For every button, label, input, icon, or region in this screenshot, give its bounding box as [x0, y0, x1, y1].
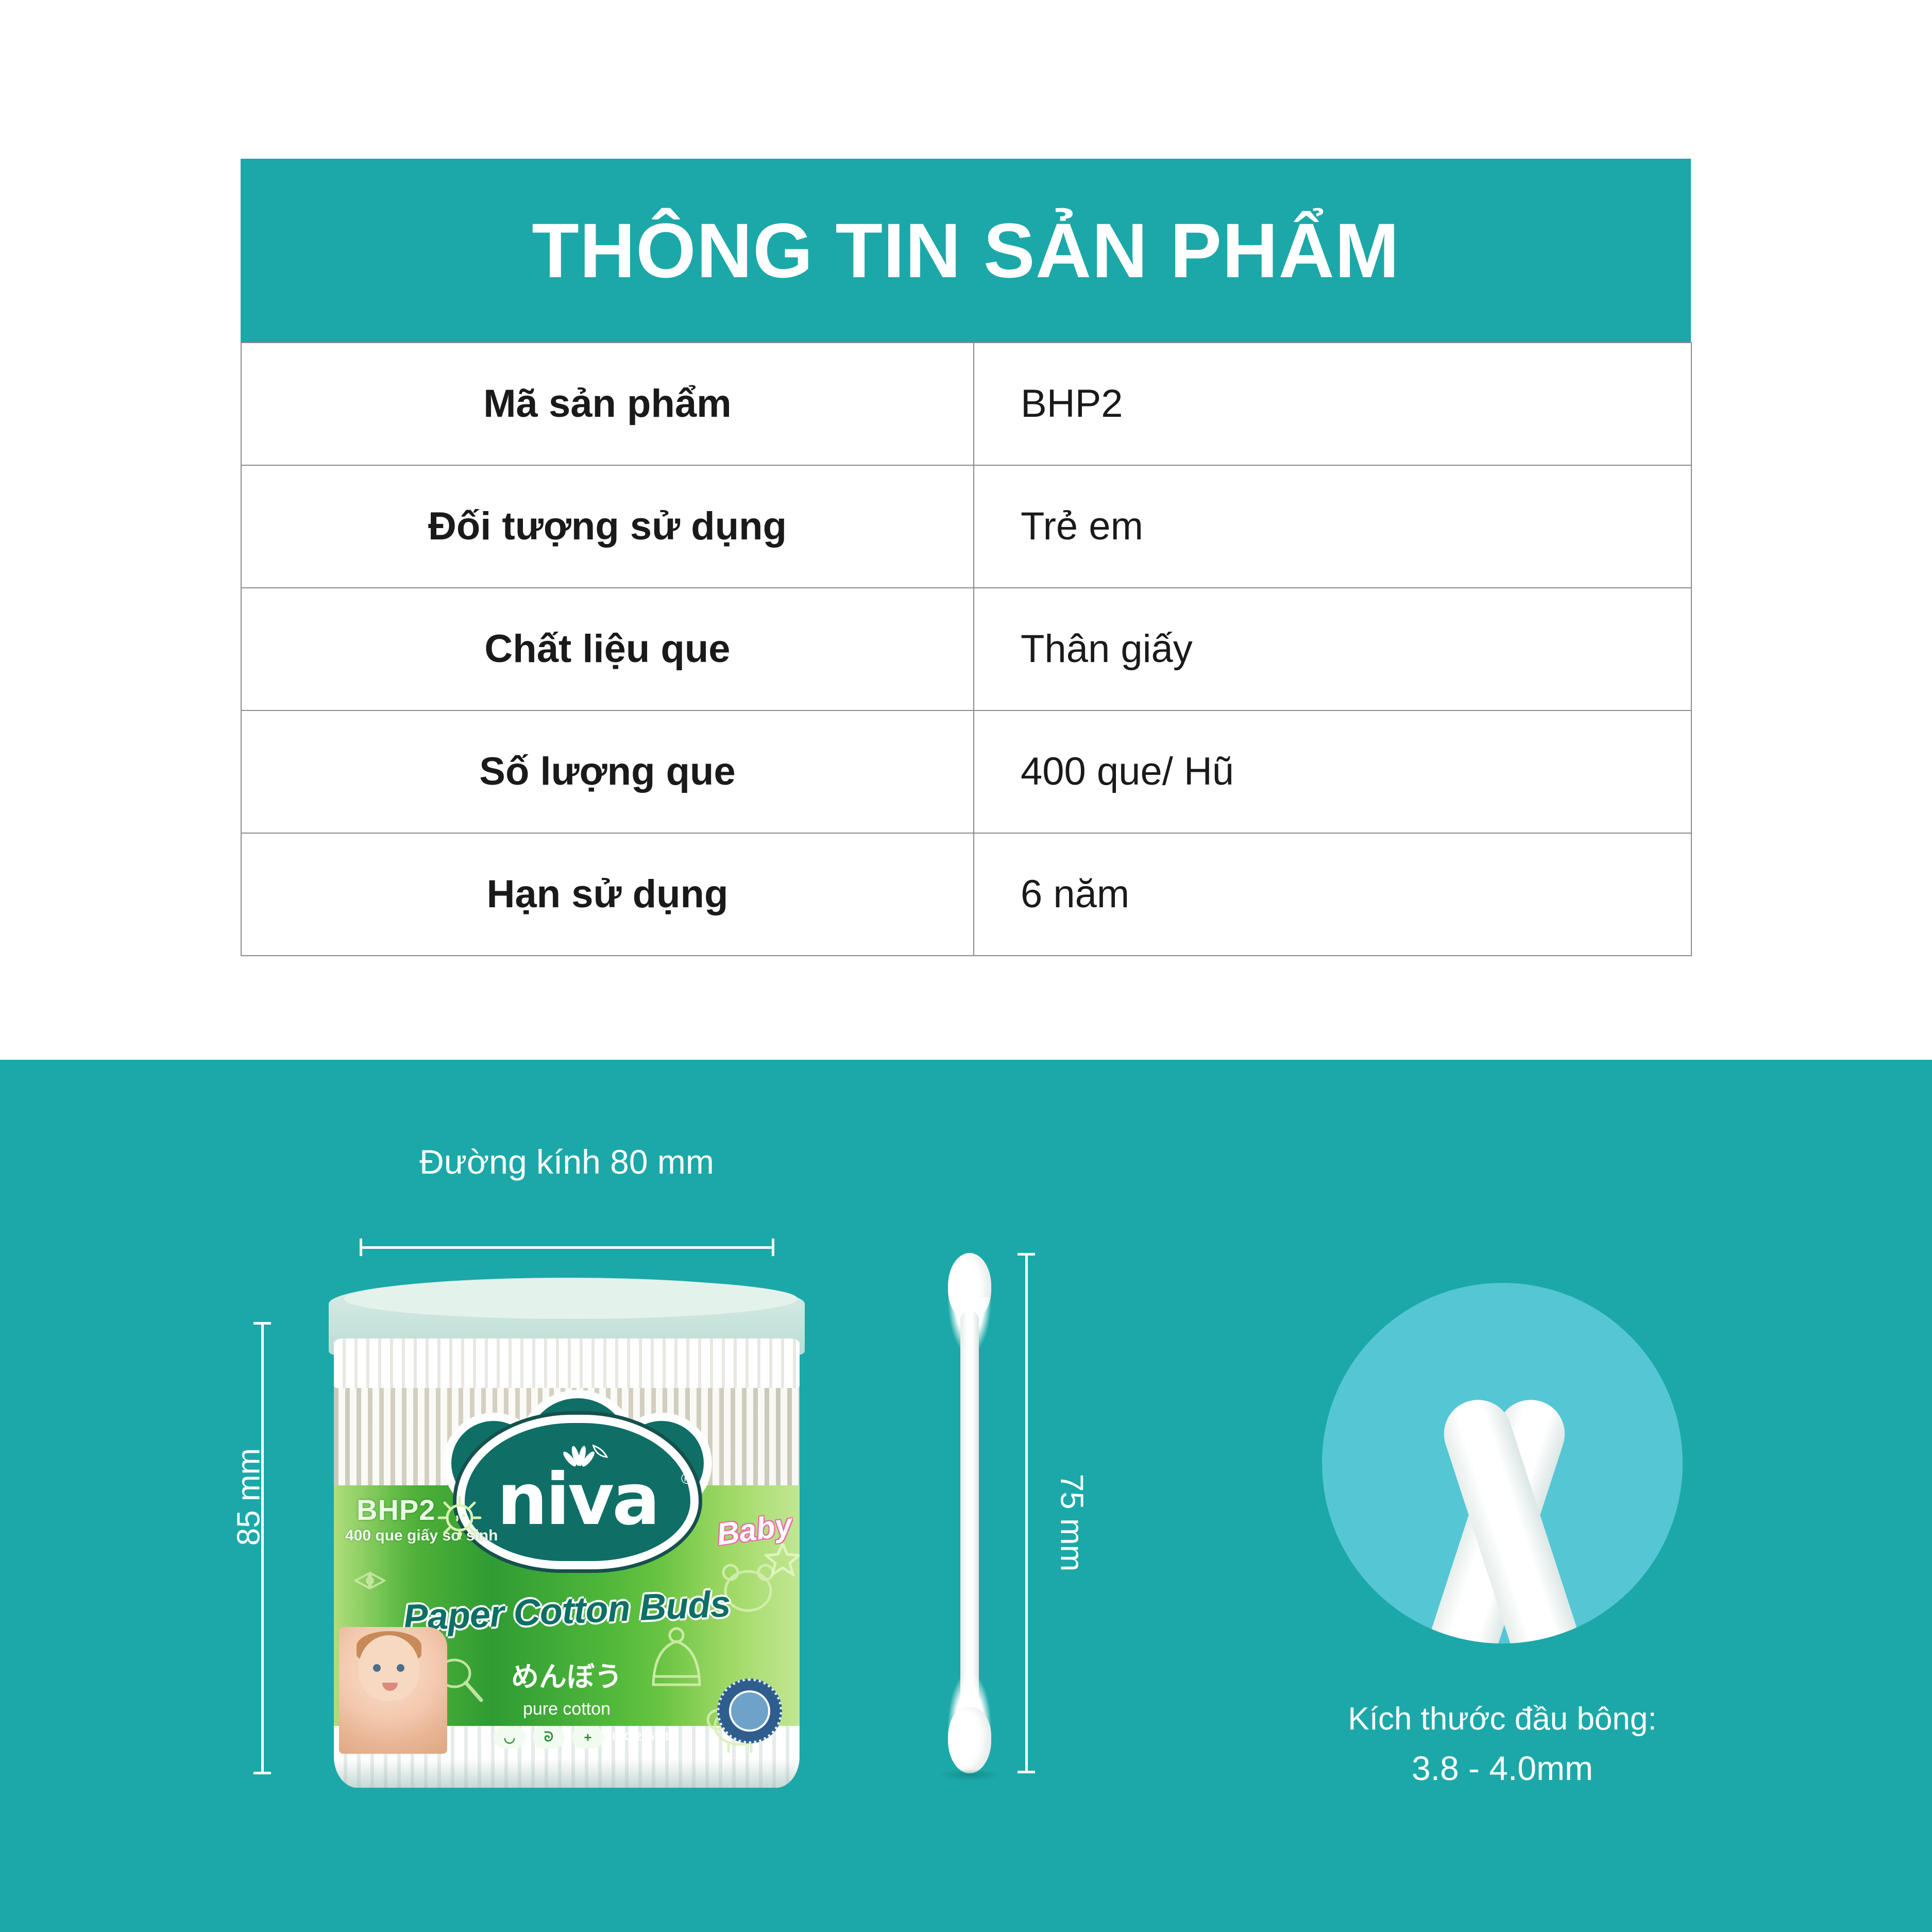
registered-trademark-icon: ® [681, 1470, 692, 1487]
spec-value-target-user: Trẻ em [973, 465, 1692, 588]
table-row: Đối tượng sử dụng Trẻ em [241, 465, 1692, 588]
leaf-sprout-icon [563, 1444, 608, 1467]
dimension-cap-right [772, 1239, 774, 1256]
cotton-bud-image [939, 1253, 1001, 1781]
jar-height-dimension-line [253, 1322, 271, 1774]
spec-value-stick-material: Thân giấy [973, 587, 1692, 711]
product-jar-image: BHP2 400 que giấy sơ sinh Baby [325, 1278, 809, 1808]
bow-doodle-icon [353, 1571, 387, 1590]
spec-label-product-code: Mã sản phẩm [241, 342, 974, 466]
dimension-cap-bottom [1018, 1771, 1035, 1773]
spec-label-target-user: Đối tượng sử dụng [241, 465, 974, 588]
baby-photo [339, 1627, 447, 1754]
spec-value-quantity: 400 que/ Hũ [973, 710, 1692, 834]
cotton-tip-caption-line1: Kích thước đầu bông: [1348, 1701, 1657, 1737]
cotton-bud-shadow [939, 1769, 1001, 1781]
cotton-bud-tip-bottom [948, 1707, 991, 1773]
logo-brand-text: niva [497, 1458, 660, 1541]
product-info-section: THÔNG TIN SẢN PHẨM Mã sản phẩm BHP2 Đối … [241, 159, 1692, 956]
spec-label-shelf-life: Hạn sử dụng [241, 833, 974, 956]
jar-lid-top [344, 1279, 798, 1319]
baby-eye-right [397, 1664, 404, 1672]
jar-usage-icon-row: ◡ ᘐ + [494, 1726, 604, 1749]
ear-usage-icon: ᘐ [533, 1726, 565, 1749]
cotton-bud-shaft [960, 1311, 979, 1716]
dimension-cap-bottom [253, 1772, 271, 1774]
logo-cloud-inner [470, 1428, 685, 1558]
eye-usage-icon: ◡ [494, 1726, 526, 1749]
jar-tagline: pure cotton [522, 1699, 611, 1719]
table-row: Hạn sử dụng 6 năm [241, 833, 1692, 956]
cotton-tip-size-caption: Kích thước đầu bông: 3.8 - 4.0mm [1270, 1695, 1734, 1794]
table-row: Số lượng que 400 que/ Hũ [241, 710, 1692, 834]
table-row: Mã sản phẩm BHP2 [241, 342, 1692, 466]
niva-brand-logo: niva ® [443, 1390, 712, 1569]
dimension-bar [360, 1246, 774, 1249]
jar-diameter-dimension-line [360, 1239, 774, 1256]
baby-hat-doodle-icon [652, 1627, 701, 1686]
cotton-bud-length-label: 75 mm [1054, 1473, 1090, 1572]
jar-body: BHP2 400 que giấy sơ sinh Baby [334, 1338, 800, 1788]
baby-head [359, 1635, 419, 1701]
table-row: Chất liệu que Thân giấy [241, 587, 1692, 711]
star-doodle-icon [765, 1540, 800, 1577]
page-title: THÔNG TIN SẢN PHẨM [532, 207, 1400, 294]
spec-value-product-code: BHP2 [973, 342, 1692, 466]
cotton-tip-closeup-circle [1322, 1283, 1683, 1643]
quality-seal-icon [717, 1679, 782, 1743]
jar-bottom-shadow [334, 1759, 800, 1788]
section-header-banner: THÔNG TIN SẢN PHẨM [241, 159, 1691, 342]
quality-seal-inner [729, 1690, 770, 1732]
spec-label-stick-material: Chất liệu que [241, 587, 974, 711]
jar-japanese-name: めんぼう [511, 1660, 622, 1693]
cotton-bud-length-dimension-line [1018, 1253, 1035, 1773]
spec-value-shelf-life: 6 năm [973, 833, 1692, 956]
baby-eye-left [373, 1664, 381, 1672]
first-aid-usage-icon: + [572, 1726, 604, 1749]
dimension-bar [261, 1322, 264, 1774]
baby-mouth [382, 1683, 398, 1691]
jar-diameter-label: Đường kính 80 mm [419, 1143, 714, 1181]
product-spec-table: Mã sản phẩm BHP2 Đối tượng sử dụng Trẻ e… [241, 342, 1692, 956]
cotton-tips-top-row [334, 1338, 800, 1388]
jar-cert-code: IQC 2159.19 [612, 1730, 676, 1743]
sun-face-icon [437, 1496, 482, 1540]
jar-product-code: BHP2 [357, 1494, 436, 1526]
jar-height-label: 85 mm [231, 1448, 267, 1546]
dimension-bar [1025, 1253, 1028, 1773]
spec-label-quantity: Số lượng que [241, 710, 974, 834]
cotton-tip-caption-line2: 3.8 - 4.0mm [1411, 1749, 1594, 1787]
